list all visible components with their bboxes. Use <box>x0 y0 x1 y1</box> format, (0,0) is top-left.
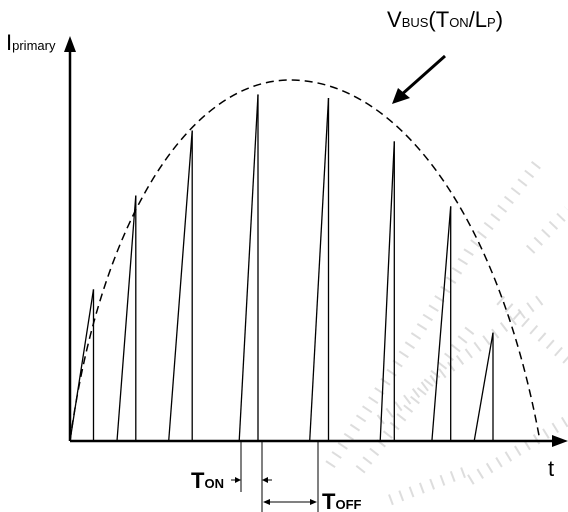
ton-label: TON <box>191 468 224 493</box>
pulse-ramp-4 <box>238 94 259 442</box>
toff-arrow-right-head <box>310 499 317 505</box>
ton-arrow-left-head <box>235 477 241 483</box>
envelope-pointer-head <box>392 88 410 104</box>
toff-label: TOFF <box>322 489 362 512</box>
envelope-curve <box>69 79 541 442</box>
y-axis-arrow <box>64 36 76 52</box>
watermark-stroke-7 <box>388 464 472 506</box>
current-pulses <box>69 94 494 442</box>
watermark-stroke-3 <box>376 295 544 425</box>
axes <box>64 36 568 447</box>
toff-arrow-left-head <box>263 499 270 505</box>
pulse-ramp-6 <box>379 141 395 442</box>
ton-dimension: TON <box>191 441 272 512</box>
toff-dimension: TOFF <box>263 441 362 512</box>
pulse-ramp-3 <box>168 130 193 442</box>
pulse-ramp-8 <box>473 332 494 442</box>
watermark-stroke-2 <box>355 326 475 474</box>
watermark <box>325 156 568 506</box>
ton-arrow-right-head <box>262 477 268 483</box>
envelope-label: VBUS(TON/LP) <box>387 7 503 32</box>
pulse-ramp-7 <box>431 206 452 442</box>
y-axis-label: Iprimary <box>6 30 56 55</box>
pulse-ramp-5 <box>309 98 330 442</box>
envelope-pointer-line <box>399 54 446 98</box>
watermark-stroke-1 <box>325 156 545 469</box>
envelope-pointer <box>392 54 446 104</box>
watermark-stroke-4 <box>496 295 568 365</box>
pulse-ramp-2 <box>116 195 137 442</box>
pulse-ramp-1 <box>69 289 95 442</box>
watermark-stroke-5 <box>526 206 568 254</box>
x-axis-label: t <box>548 456 554 481</box>
x-axis-arrow <box>552 435 568 447</box>
